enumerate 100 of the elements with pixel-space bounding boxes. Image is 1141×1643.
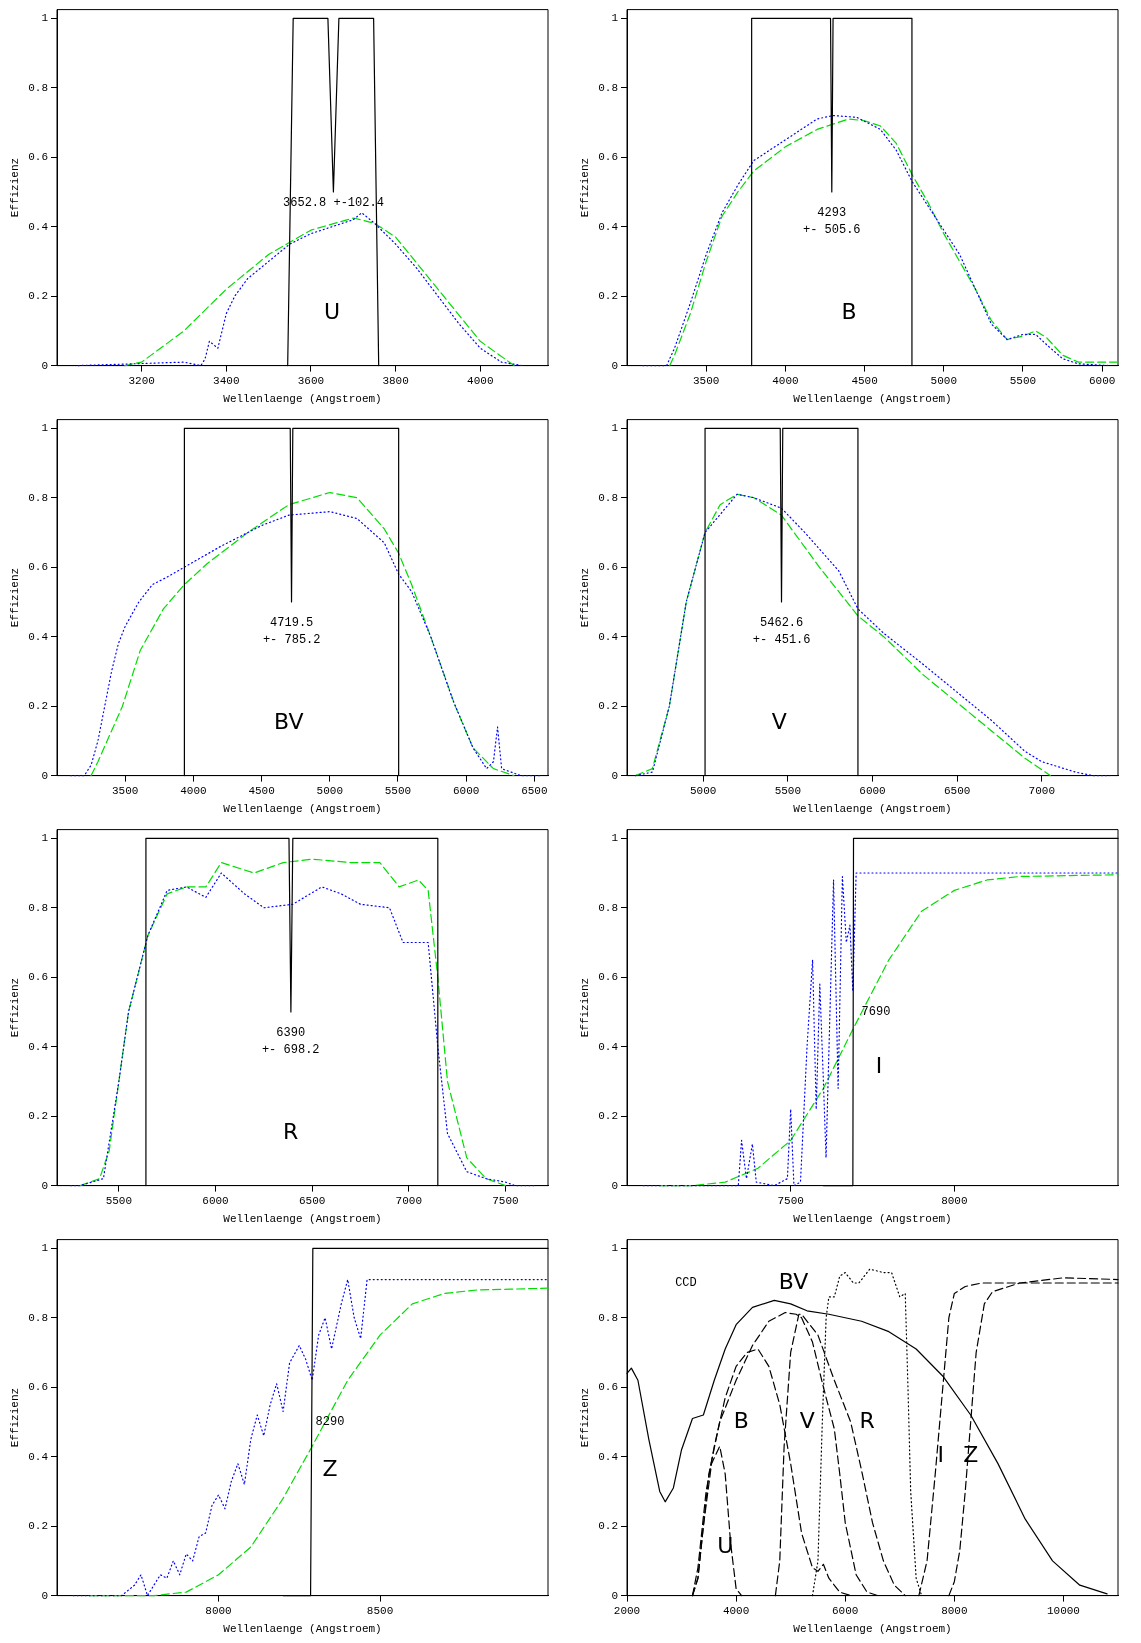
y-tick-label: 0.4: [28, 1450, 49, 1463]
y-tick-label: 0.8: [598, 491, 618, 504]
x-tick-label: 6500: [943, 785, 971, 798]
y-tick-label: 0.2: [598, 1110, 618, 1123]
y-tick-label: 0.6: [598, 971, 618, 984]
y-tick-label: 0.4: [598, 1450, 619, 1463]
y-tick-label: 1: [611, 1242, 619, 1255]
y-tick-label: 0.6: [598, 151, 618, 164]
y-tick-label: 0.8: [28, 81, 48, 94]
x-tick-label: 7000: [395, 1195, 423, 1208]
y-tick-label: 0.4: [598, 220, 619, 233]
x-tick-label: 4000: [180, 785, 207, 798]
annotation: 5462.6: [760, 616, 804, 631]
x-tick-label: 3400: [213, 375, 240, 388]
y-tick-label: 0.2: [598, 700, 618, 713]
x-tick-label: 7000: [1028, 785, 1056, 798]
y-tick-label: 0.2: [28, 1520, 48, 1533]
y-tick-label: 0: [611, 1589, 618, 1602]
annotation: V: [771, 709, 787, 735]
y-axis-title: Effizienz: [8, 977, 21, 1038]
annotation: +- 698.2: [261, 1043, 320, 1058]
y-tick-label: 0: [41, 1589, 48, 1602]
x-tick-label: 4000: [772, 375, 799, 388]
annotation: 6390: [276, 1026, 306, 1041]
x-tick-label: 6000: [202, 1195, 229, 1208]
y-tick-label: 0.4: [598, 1040, 619, 1053]
annotation: +- 451.6: [752, 633, 811, 648]
y-tick-label: 0: [611, 769, 618, 782]
x-tick-label: 2000: [613, 1605, 641, 1618]
y-tick-label: 0.2: [28, 1110, 48, 1123]
x-tick-label: 5500: [105, 1195, 133, 1208]
y-tick-label: 0: [41, 359, 48, 372]
y-tick-label: 1: [41, 422, 49, 435]
x-tick-label: 3500: [692, 375, 720, 388]
annotation: 8290: [315, 1415, 345, 1430]
y-tick-label: 0.6: [598, 561, 618, 574]
y-tick-label: 0: [41, 769, 48, 782]
y-tick-label: 0.4: [28, 220, 49, 233]
annotation: V: [799, 1407, 815, 1433]
y-axis-title: Effizienz: [8, 1387, 21, 1448]
x-tick-label: 3800: [382, 375, 409, 388]
y-tick-label: 0.8: [598, 81, 618, 94]
y-tick-label: 0.2: [598, 290, 618, 303]
x-tick-label: 4500: [248, 785, 275, 798]
annotation: R: [859, 1407, 875, 1433]
y-tick-label: 0.6: [28, 1381, 48, 1394]
y-tick-label: 0.4: [28, 630, 49, 643]
x-tick-label: 3500: [111, 785, 139, 798]
y-tick-label: 1: [41, 12, 49, 25]
y-tick-label: 0.2: [28, 700, 48, 713]
annotation: I: [875, 1053, 883, 1079]
y-tick-label: 0.6: [28, 561, 48, 574]
y-tick-label: 0.8: [598, 901, 618, 914]
x-tick-label: 6500: [298, 1195, 326, 1208]
annotation: +- 505.6: [802, 223, 861, 238]
x-tick-label: 4000: [467, 375, 494, 388]
x-tick-label: 3200: [128, 375, 155, 388]
y-tick-label: 0: [611, 1179, 618, 1192]
annotation: R: [283, 1119, 299, 1145]
x-tick-label: 5500: [384, 785, 412, 798]
y-axis-title: Effizienz: [8, 157, 21, 218]
x-tick-label: 8000: [941, 1195, 968, 1208]
y-tick-label: 1: [41, 1242, 49, 1255]
y-tick-label: 0.4: [28, 1040, 49, 1053]
annotation: +- 785.2: [262, 633, 321, 648]
y-tick-label: 1: [611, 832, 619, 845]
y-tick-label: 0: [41, 1179, 48, 1192]
annotation: B: [841, 299, 857, 325]
x-tick-label: 5500: [774, 785, 802, 798]
x-axis-title: Wellenlaenge (Angstroem): [793, 1213, 952, 1226]
x-tick-label: 5500: [1009, 375, 1037, 388]
y-tick-label: 1: [611, 12, 619, 25]
x-axis-title: Wellenlaenge (Angstroem): [223, 1213, 382, 1226]
y-axis-title: Effizienz: [578, 157, 591, 218]
annotation: 4293: [817, 206, 847, 221]
y-tick-label: 0.4: [598, 630, 619, 643]
x-axis-title: Wellenlaenge (Angstroem): [223, 803, 382, 816]
x-tick-label: 6500: [521, 785, 548, 798]
x-tick-label: 5000: [689, 785, 717, 798]
y-tick-label: 0.6: [598, 1381, 618, 1394]
y-tick-label: 0.8: [28, 491, 48, 504]
annotation: 4719.5: [270, 616, 314, 631]
x-tick-label: 5000: [316, 785, 343, 798]
x-tick-label: 8500: [366, 1605, 394, 1618]
x-tick-label: 3600: [297, 375, 325, 388]
x-tick-label: 8000: [205, 1605, 232, 1618]
y-tick-label: 1: [41, 832, 49, 845]
x-axis-title: Wellenlaenge (Angstroem): [793, 1623, 952, 1636]
x-tick-label: 6000: [452, 785, 480, 798]
y-axis-title: Effizienz: [578, 1387, 591, 1448]
x-axis-title: Wellenlaenge (Angstroem): [793, 803, 952, 816]
y-axis-title: Effizienz: [578, 567, 591, 628]
y-tick-label: 0.6: [28, 971, 48, 984]
x-tick-label: 6000: [1088, 375, 1116, 388]
x-axis-title: Wellenlaenge (Angstroem): [793, 393, 952, 406]
y-tick-label: 1: [611, 422, 619, 435]
annotation: U: [717, 1532, 734, 1558]
annotation: CCD: [675, 1276, 697, 1291]
y-axis-title: Effizienz: [8, 567, 21, 628]
y-axis-title: Effizienz: [578, 977, 591, 1038]
